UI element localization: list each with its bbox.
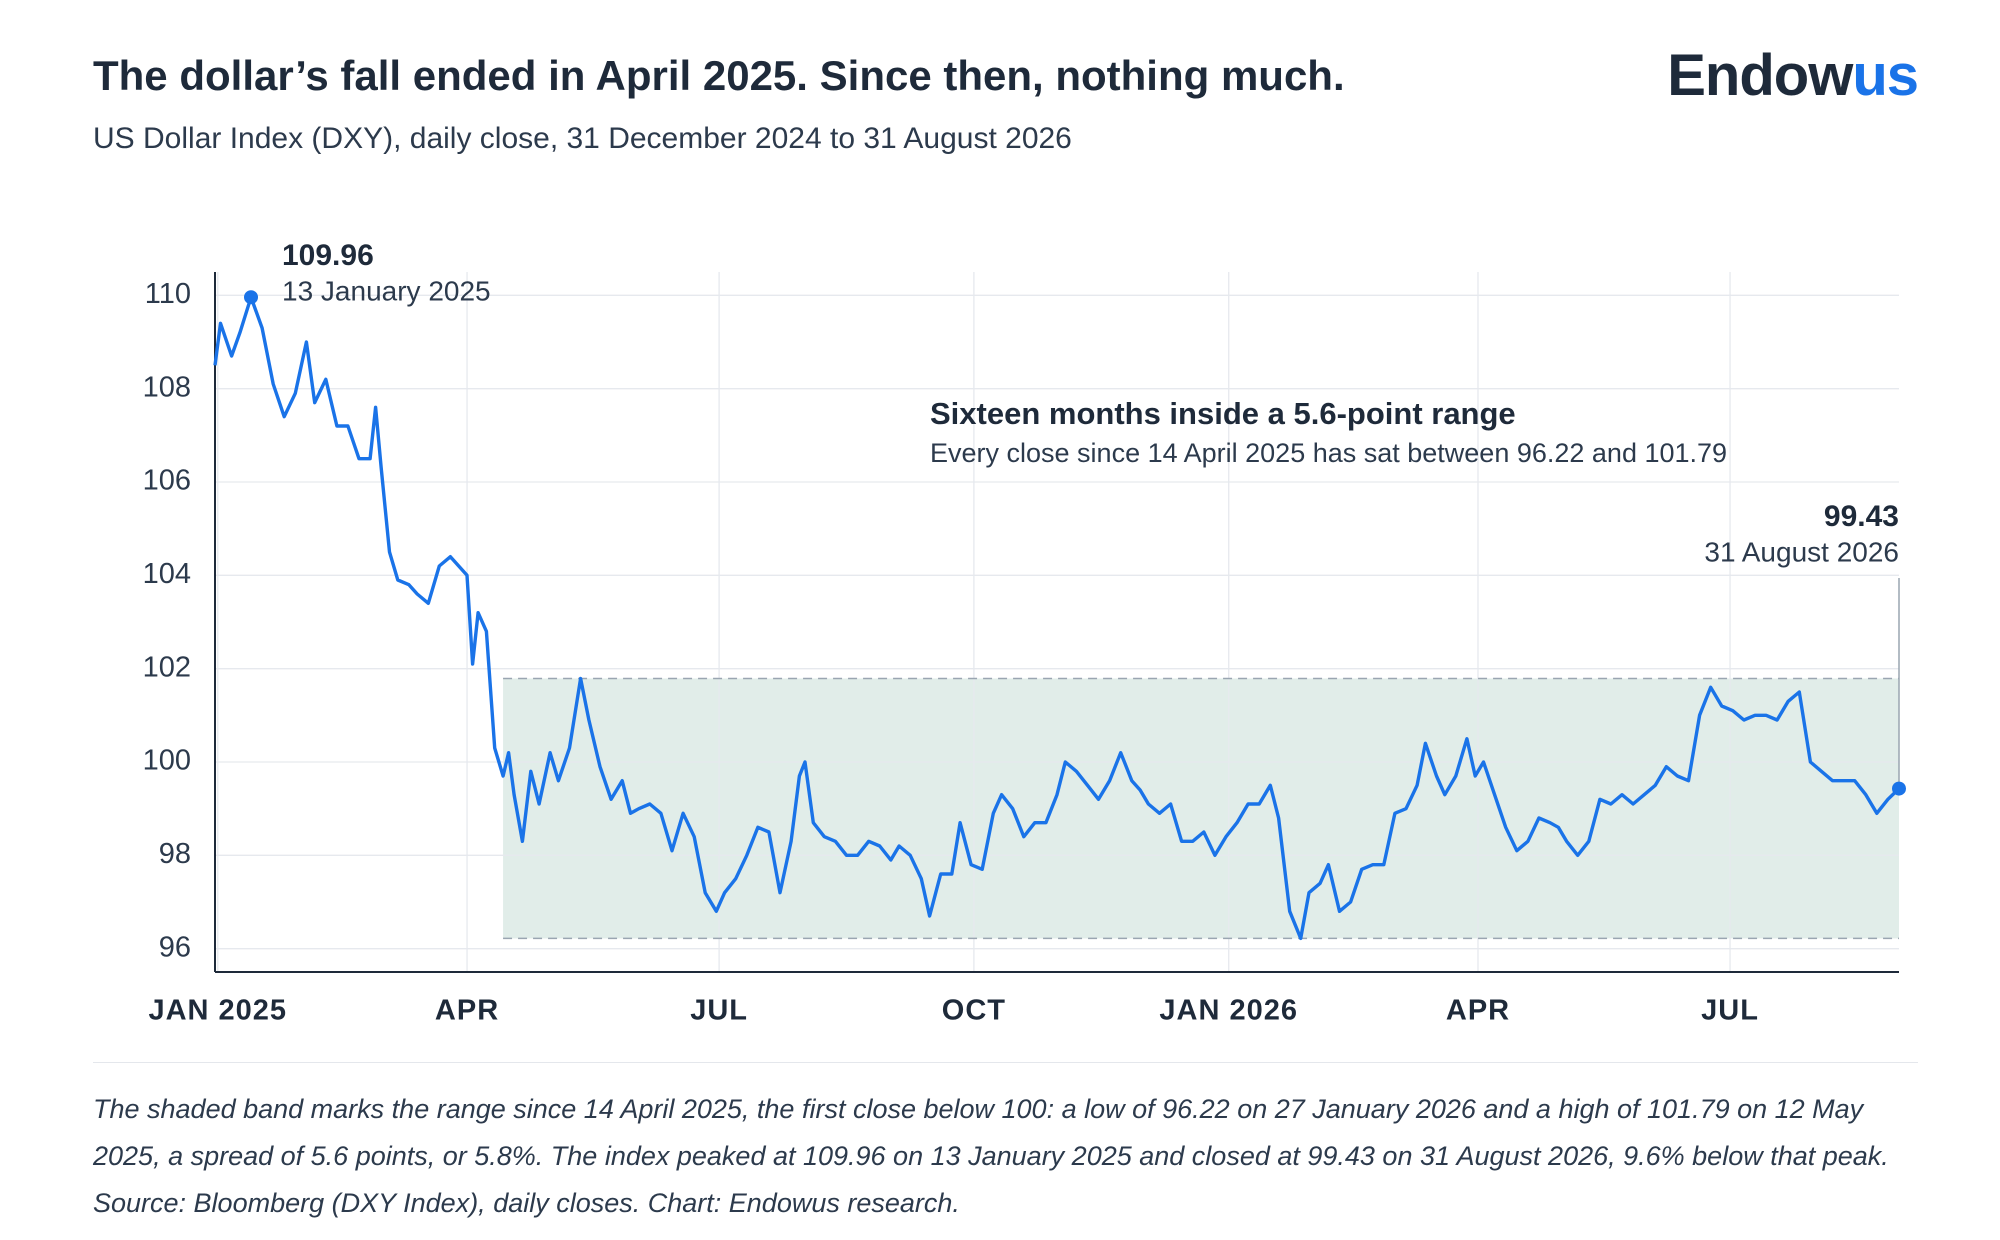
footnote: The shaded band marks the range since 14… <box>93 1094 1889 1218</box>
peak-value: 109.96 <box>282 239 374 272</box>
y-tick-label: 108 <box>143 371 191 403</box>
y-tick-label: 98 <box>159 838 191 870</box>
y-tick-label: 104 <box>143 558 191 590</box>
y-tick-label: 102 <box>143 651 191 683</box>
price-line <box>213 295 1901 941</box>
x-tick-label: JAN 2025 <box>148 995 287 1027</box>
title: The dollar’s fall ended in April 2025. S… <box>93 52 1345 99</box>
peak-date: 13 January 2025 <box>282 275 491 306</box>
x-tick-label: JUL <box>1701 995 1759 1027</box>
brand-logo: Endowus <box>1667 42 1919 109</box>
separator <box>93 1062 1918 1063</box>
y-tick-label: 96 <box>159 931 191 963</box>
x-tick-label: APR <box>435 995 499 1027</box>
y-tick-label: 100 <box>143 745 191 777</box>
y-tick-label: 106 <box>143 465 191 497</box>
last-marker <box>1892 781 1906 796</box>
chart: 96 98 100 102 104 106 108 110 JAN 2025 APR JUL OCT J… <box>143 239 1906 1027</box>
x-tick-label: OCT <box>942 995 1006 1027</box>
band-note: Every close since 14 April 2025 has sat … <box>930 438 1727 468</box>
y-tick-label: 110 <box>145 278 191 310</box>
last-date: 31 August 2026 <box>1704 536 1899 567</box>
x-tick-label: JUL <box>690 995 748 1027</box>
last-value: 99.43 <box>1824 500 1899 533</box>
x-tick-label: APR <box>1446 995 1510 1027</box>
band-title: Sixteen months inside a 5.6-point range <box>930 396 1516 431</box>
x-tick-label: JAN 2026 <box>1159 995 1298 1027</box>
brand-part: us <box>1852 43 1919 108</box>
peak-marker <box>244 290 259 305</box>
subtitle: US Dollar Index (DXY), daily close, 31 D… <box>93 122 1072 155</box>
brand-part: Endow <box>1667 43 1853 108</box>
range-band <box>503 678 1900 939</box>
